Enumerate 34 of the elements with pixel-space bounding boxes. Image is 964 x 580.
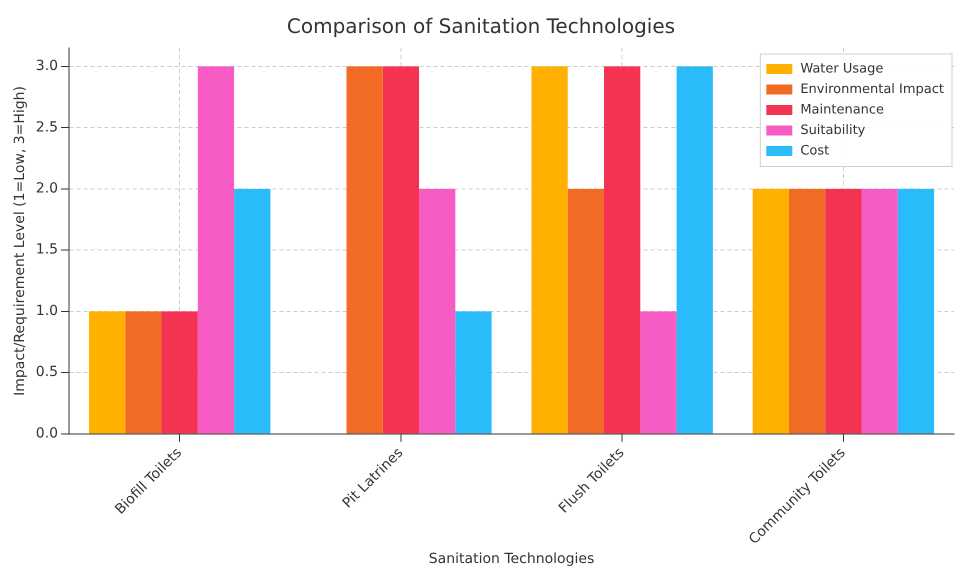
y-tick-label: 0.5 — [36, 364, 58, 380]
bar — [162, 311, 198, 434]
bar — [568, 188, 604, 434]
bar — [862, 188, 898, 434]
bar — [898, 188, 934, 434]
bar — [125, 311, 162, 434]
legend-label: Maintenance — [800, 102, 884, 118]
legend-label: Cost — [800, 143, 830, 158]
bar — [419, 188, 456, 434]
bar — [198, 66, 234, 434]
x-axis-title: Sanitation Technologies — [428, 551, 594, 568]
y-tick-label: 1.0 — [36, 302, 58, 319]
y-tick-label: 3.0 — [36, 58, 58, 74]
bar — [531, 66, 568, 434]
legend-label: Water Usage — [800, 61, 884, 76]
y-tick-label: 2.5 — [36, 119, 58, 136]
bar — [88, 311, 126, 434]
legend-label: Suitability — [800, 122, 866, 138]
y-tick-label: 1.5 — [36, 242, 58, 258]
bar — [346, 66, 383, 434]
legend-label: Environmental Impact — [800, 82, 944, 97]
bar — [676, 66, 713, 434]
y-tick-label: 2.0 — [36, 180, 58, 196]
y-axis-title: Impact/Requirement Level (1=Low, 3=High) — [12, 86, 28, 396]
bar — [234, 188, 270, 434]
bar — [382, 66, 420, 434]
y-tick-label: 0.0 — [36, 425, 58, 442]
bar — [752, 188, 789, 434]
bar — [604, 66, 640, 434]
bar — [788, 188, 826, 434]
chart-title: Comparison of Sanitation Technologies — [286, 14, 676, 38]
bar — [455, 311, 492, 434]
bar — [825, 188, 862, 434]
bar — [640, 311, 677, 434]
